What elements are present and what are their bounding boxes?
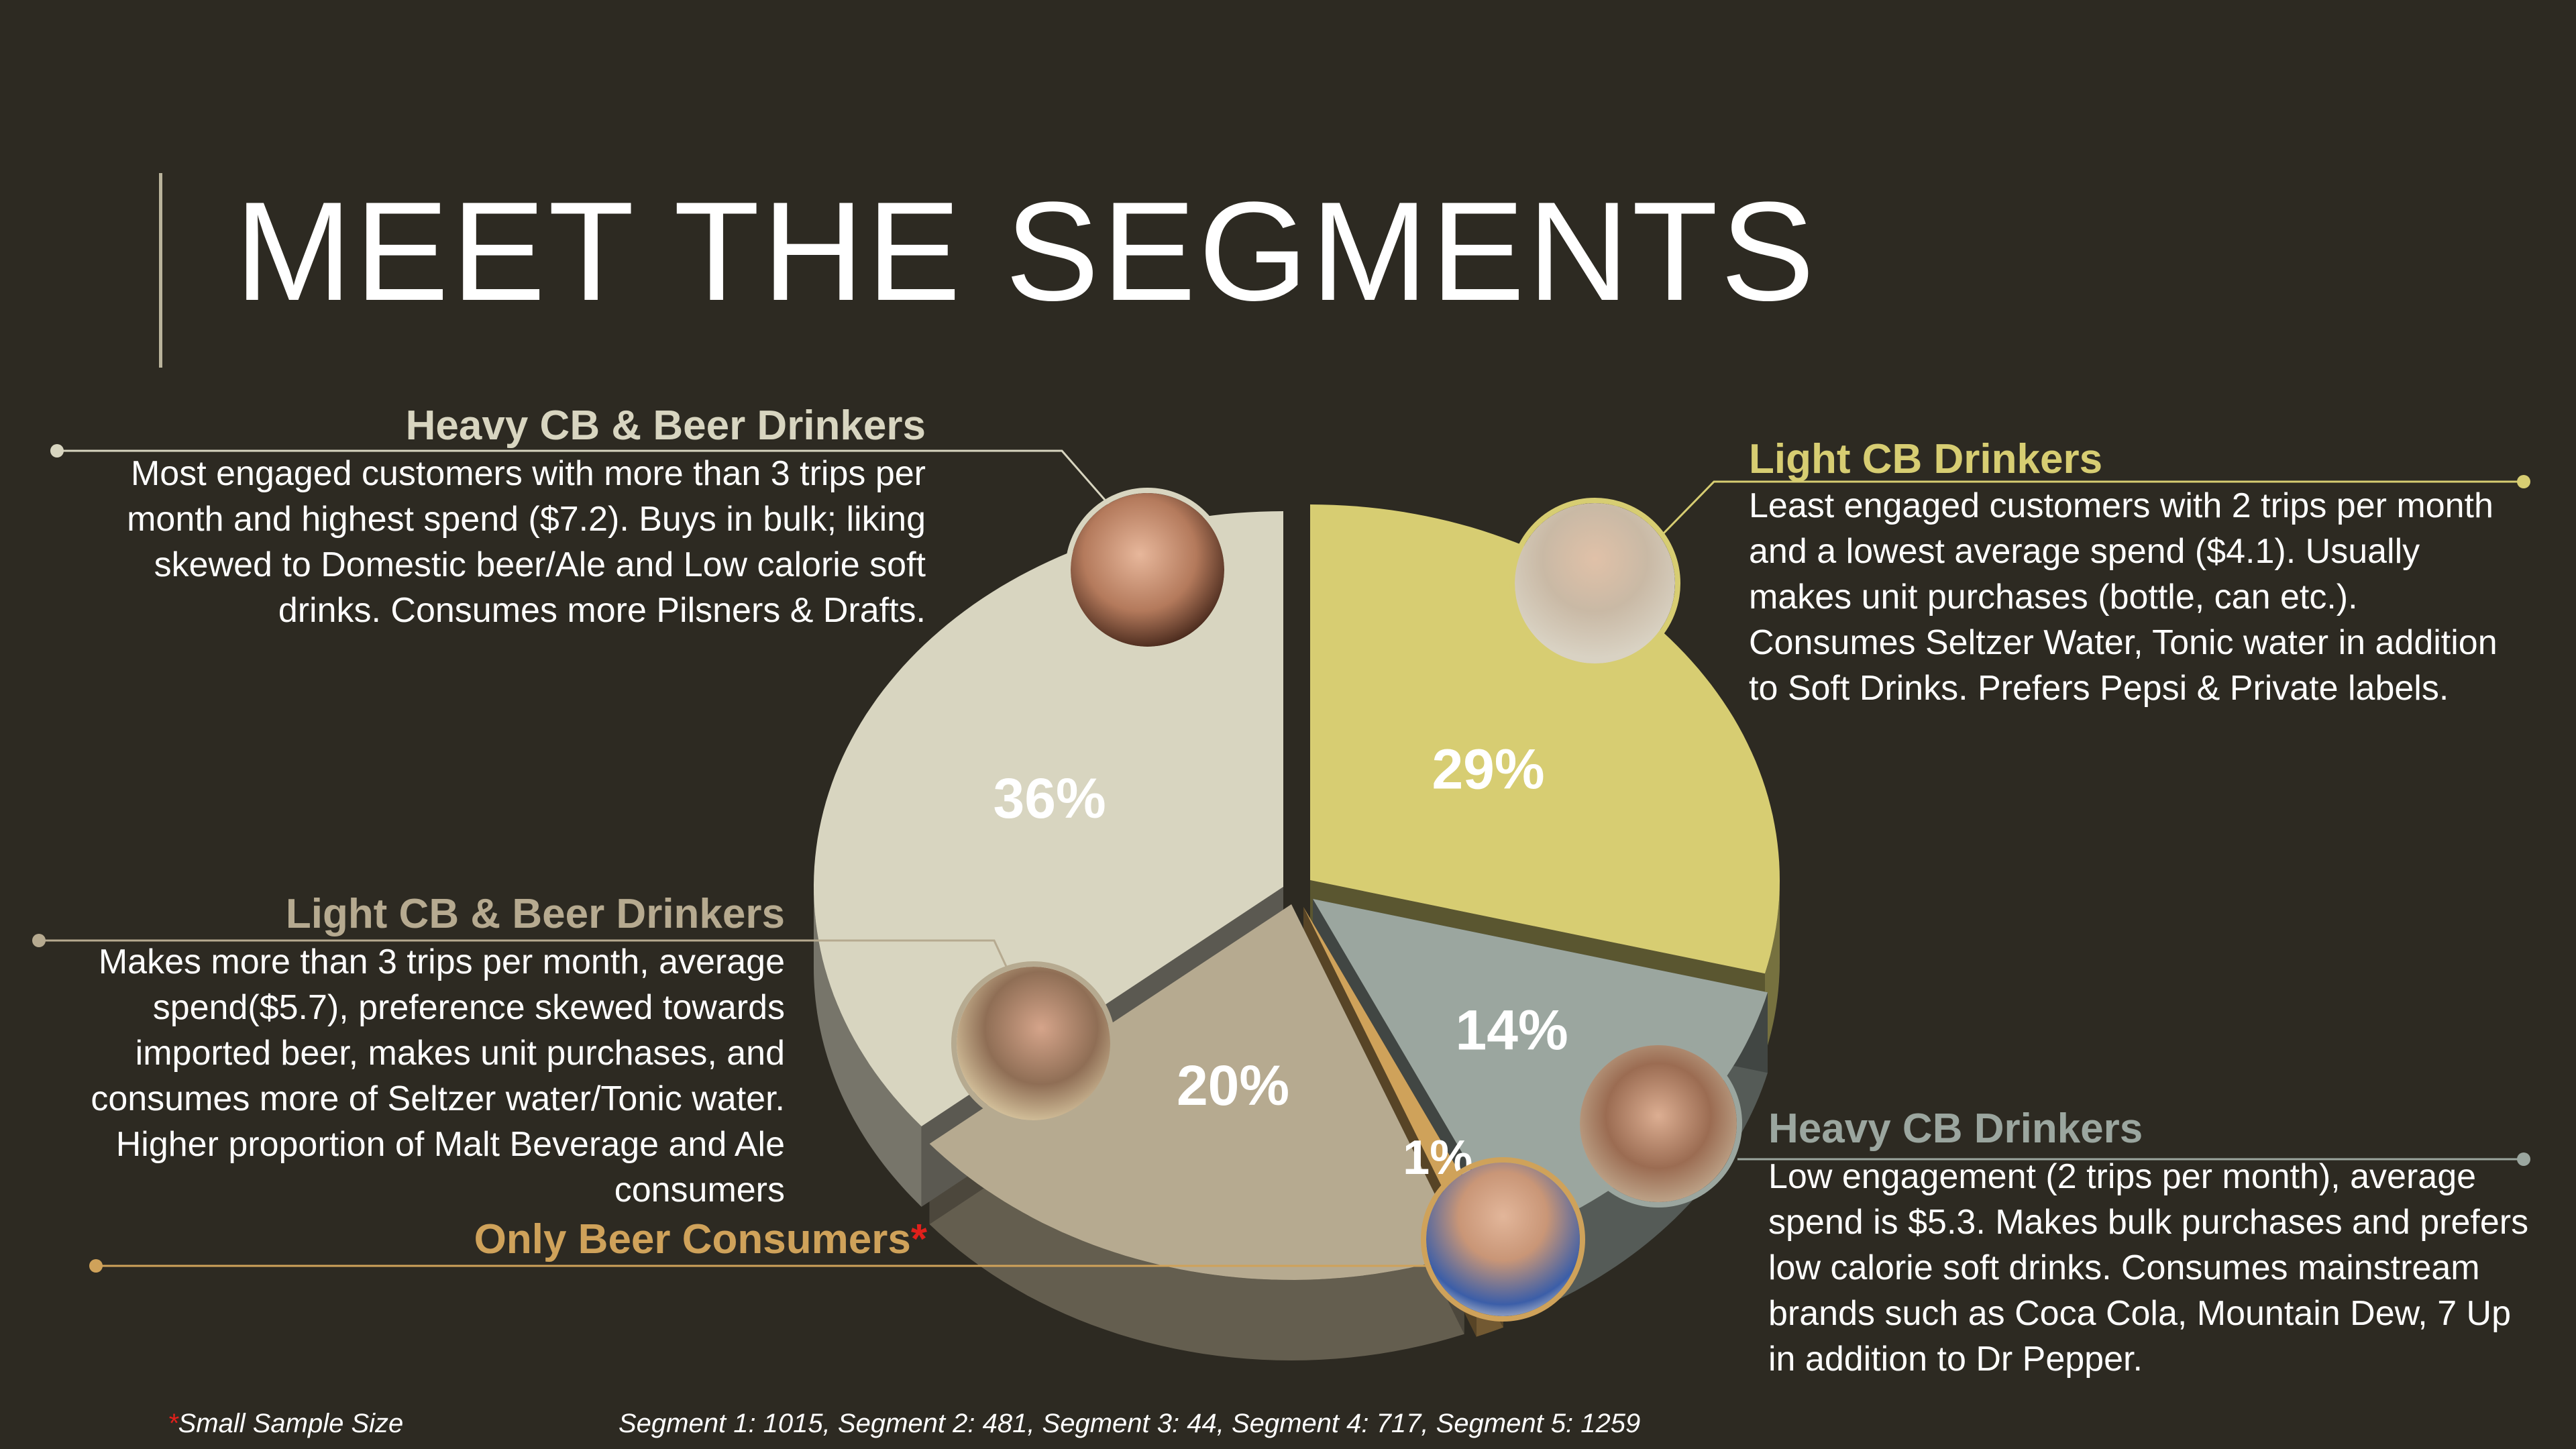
small-sample-footnote: *Small Sample Size [168,1409,403,1439]
pie-slice-only-beer-consumers [1303,907,1503,1256]
heavy-cb-beer-description: Most engaged customers with more than 3 … [127,454,926,630]
pie-slice-light-cb-beer-drinkers [929,904,1464,1280]
light-cb-heading: Light CB Drinkers [1749,436,2103,482]
pie-label-0: 29% [1432,737,1544,800]
pie-slice-heavy-cb-beer-drinkers [814,511,1283,1126]
man-drinking-beer-photo [951,961,1116,1126]
small-sample-star: * [910,1216,927,1263]
pie-label-1: 14% [1456,998,1568,1061]
light-cb-description: Least engaged customers with 2 trips per… [1749,486,2498,708]
woman-drinking-photo [1574,1040,1742,1208]
leader-lines [32,444,2530,1273]
pie-rim-3 [929,1144,1464,1360]
heavy-cb-beer-heading: Heavy CB & Beer Drinkers [405,402,926,449]
heavy-cb-description: Low engagement (2 trips per month), aver… [1768,1157,2529,1379]
slide-title: MEET THE SEGMENTS [235,172,1817,330]
only-beer-label: Only Beer Consumers [474,1216,911,1263]
light-cb-beer-heading: Light CB & Beer Drinkers [285,891,785,937]
pie-rim-0 [1765,880,1780,1055]
light-cb-beer-description: Makes more than 3 trips per month, avera… [91,943,785,1210]
leader-line-light-cb-beer [39,939,1009,970]
only-beer-heading: Only Beer Consumers* [474,1219,927,1260]
pie-label-3: 20% [1177,1054,1289,1117]
pie-rim-4 [814,887,922,1207]
person-drinking-photo [1065,488,1230,652]
pie-slice-light-cb-drinkers [1310,504,1780,974]
small-sample-text: Small Sample Size [178,1409,404,1438]
leader-line-light-cb [1659,480,2524,538]
title-accent-bar [159,173,162,368]
heavy-cb-heading: Heavy CB Drinkers [1768,1106,2143,1152]
smiling-man-photo [1421,1157,1585,1322]
pie-label-4: 36% [994,767,1106,830]
leader-line-heavy-cb-beer [57,449,1115,511]
man-with-glasses-photo [1509,498,1680,669]
footnote-star: * [168,1409,178,1438]
sample-sizes-footnote: Segment 1: 1015, Segment 2: 481, Segment… [619,1409,1641,1438]
